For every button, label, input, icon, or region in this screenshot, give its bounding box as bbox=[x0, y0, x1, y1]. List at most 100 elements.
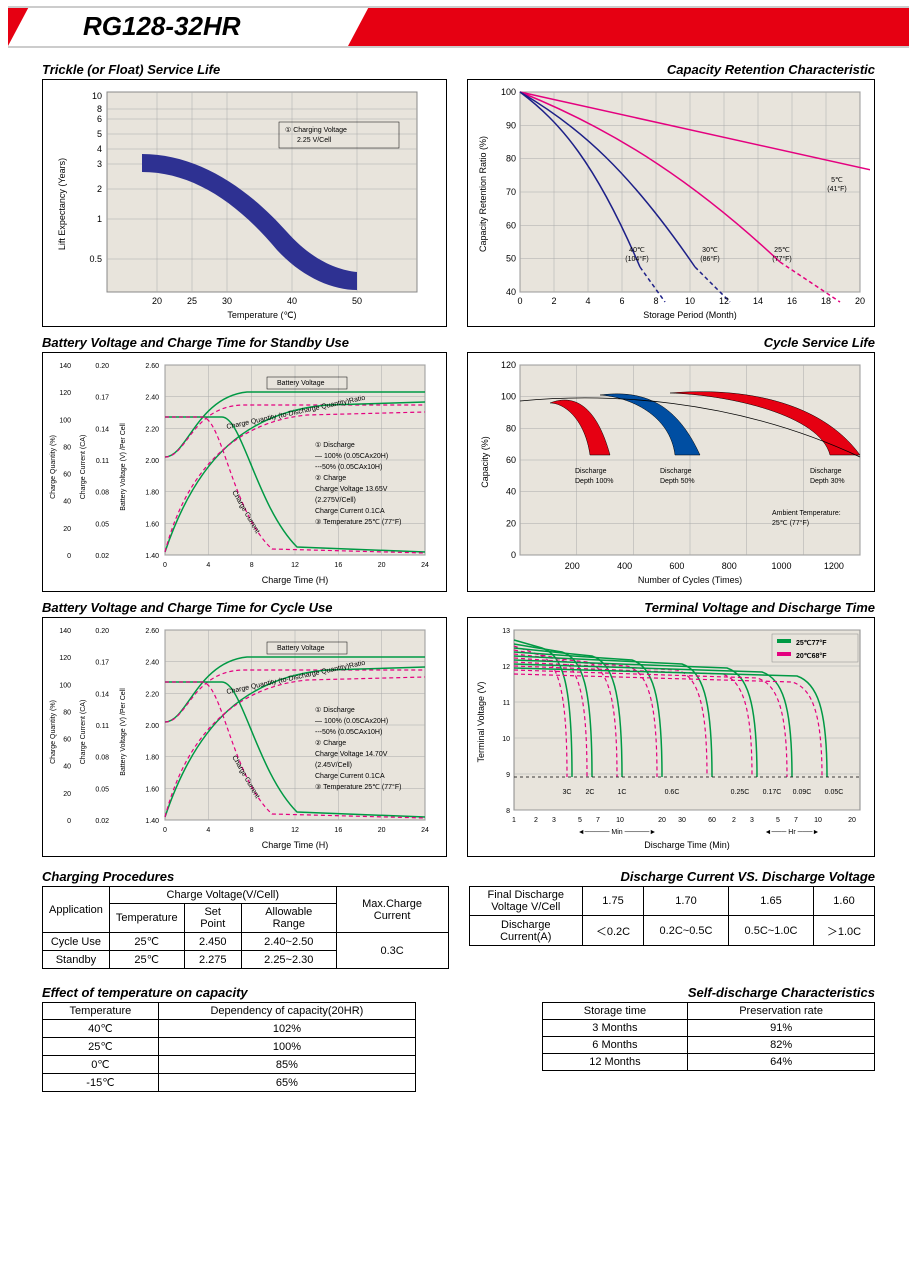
svg-text:40: 40 bbox=[63, 499, 71, 506]
svg-text:0: 0 bbox=[511, 550, 516, 560]
svg-text:Capacity (%): Capacity (%) bbox=[480, 436, 490, 488]
svg-text:12: 12 bbox=[719, 296, 729, 306]
svg-text:60: 60 bbox=[506, 220, 516, 230]
svg-text:0.6C: 0.6C bbox=[665, 789, 680, 796]
svg-text:0.08: 0.08 bbox=[95, 755, 109, 762]
svg-text:Battery Voltage (V) /Per Cell: Battery Voltage (V) /Per Cell bbox=[120, 423, 127, 511]
svg-text:0.08: 0.08 bbox=[95, 490, 109, 497]
svg-text:Battery Voltage: Battery Voltage bbox=[277, 380, 325, 387]
svg-text:1C: 1C bbox=[618, 789, 627, 796]
svg-text:0.09C: 0.09C bbox=[793, 789, 812, 796]
svg-text:40: 40 bbox=[287, 296, 297, 306]
svg-text:40: 40 bbox=[506, 287, 516, 297]
svg-text:60: 60 bbox=[63, 472, 71, 479]
svg-text:② Charge: ② Charge bbox=[315, 474, 346, 482]
svg-text:80: 80 bbox=[506, 423, 516, 433]
svg-text:0.14: 0.14 bbox=[95, 426, 109, 433]
svg-text:— 100% (0.05CAx20H): — 100% (0.05CAx20H) bbox=[315, 718, 388, 725]
terminal-chart: 89101112131235710203060235710203C2C1C0.6… bbox=[467, 617, 875, 857]
svg-text:70: 70 bbox=[506, 187, 516, 197]
svg-text:20: 20 bbox=[152, 296, 162, 306]
svg-text:(2.275V/Cell): (2.275V/Cell) bbox=[315, 497, 356, 504]
svg-text:Discharge: Discharge bbox=[660, 468, 692, 475]
svg-text:20℃68°F: 20℃68°F bbox=[796, 652, 827, 660]
svg-text:2.00: 2.00 bbox=[145, 723, 159, 730]
svg-text:Charge Voltage 14.70V: Charge Voltage 14.70V bbox=[315, 751, 388, 758]
cyclecharge-title: Battery Voltage and Charge Time for Cycl… bbox=[42, 600, 447, 615]
svg-text:---50% (0.05CAx10H): ---50% (0.05CAx10H) bbox=[315, 729, 382, 736]
svg-text:80: 80 bbox=[63, 709, 71, 716]
svg-text:120: 120 bbox=[59, 390, 71, 397]
cyclecharge-chart: 0204060801001201400.020.050.080.110.140.… bbox=[42, 617, 447, 857]
svg-text:6: 6 bbox=[97, 114, 102, 124]
trickle-chart: ① Charging Voltage 2.25 V/Cell 0.5 1 2 3 4 5 6… bbox=[42, 79, 447, 327]
svg-text:3: 3 bbox=[97, 159, 102, 169]
svg-text:80: 80 bbox=[63, 444, 71, 451]
svg-text:0: 0 bbox=[517, 296, 522, 306]
svg-text:Temperature (℃): Temperature (℃) bbox=[227, 310, 296, 320]
svg-text:4: 4 bbox=[206, 827, 210, 834]
svg-text:1: 1 bbox=[97, 214, 102, 224]
svg-text:---50% (0.05CAx10H): ---50% (0.05CAx10H) bbox=[315, 464, 382, 471]
svg-text:2.60: 2.60 bbox=[145, 363, 159, 370]
trickle-title: Trickle (or Float) Service Life bbox=[42, 62, 447, 77]
svg-text:120: 120 bbox=[501, 360, 516, 370]
svg-text:100: 100 bbox=[59, 682, 71, 689]
svg-text:Depth 100%: Depth 100% bbox=[575, 478, 614, 485]
svg-text:8: 8 bbox=[250, 562, 254, 569]
svg-text:③ Temperature 25℃ (77°F): ③ Temperature 25℃ (77°F) bbox=[315, 518, 401, 526]
svg-text:0.5: 0.5 bbox=[89, 254, 102, 264]
svg-text:3: 3 bbox=[750, 817, 754, 824]
svg-text:30: 30 bbox=[678, 817, 686, 824]
svg-text:20: 20 bbox=[63, 791, 71, 798]
svg-text:25℃77°F: 25℃77°F bbox=[796, 639, 827, 647]
svg-text:0: 0 bbox=[67, 818, 71, 825]
trickle-note1: ① Charging Voltage bbox=[285, 126, 347, 134]
svg-text:12: 12 bbox=[502, 664, 510, 671]
svg-text:(2.45V/Cell): (2.45V/Cell) bbox=[315, 762, 352, 769]
svg-text:1.80: 1.80 bbox=[145, 490, 159, 497]
svg-text:0.17C: 0.17C bbox=[763, 789, 782, 796]
charging-proc-title: Charging Procedures bbox=[42, 869, 449, 884]
svg-text:2: 2 bbox=[551, 296, 556, 306]
svg-text:140: 140 bbox=[59, 628, 71, 635]
svg-text:0.05C: 0.05C bbox=[825, 789, 844, 796]
svg-text:20: 20 bbox=[848, 817, 856, 824]
svg-text:8: 8 bbox=[97, 104, 102, 114]
svg-text:10: 10 bbox=[502, 736, 510, 743]
svg-text:13: 13 bbox=[502, 628, 510, 635]
svg-text:1.80: 1.80 bbox=[145, 755, 159, 762]
svg-text:10: 10 bbox=[616, 817, 624, 824]
svg-text:1.40: 1.40 bbox=[145, 553, 159, 560]
svg-text:60: 60 bbox=[708, 817, 716, 824]
svg-text:Capacity Retention Ratio (%): Capacity Retention Ratio (%) bbox=[478, 136, 488, 252]
svg-text:0.11: 0.11 bbox=[96, 723, 109, 730]
svg-text:Charge Current (CA): Charge Current (CA) bbox=[80, 700, 87, 765]
svg-text:2: 2 bbox=[534, 817, 538, 824]
svg-text:0.20: 0.20 bbox=[95, 628, 109, 635]
svg-text:140: 140 bbox=[59, 363, 71, 370]
charging-proc-table: Application Charge Voltage(V/Cell) Max.C… bbox=[42, 886, 449, 969]
svg-text:5: 5 bbox=[578, 817, 582, 824]
svg-text:0.20: 0.20 bbox=[95, 363, 109, 370]
svg-text:2: 2 bbox=[97, 184, 102, 194]
header-bar: RG128-32HR bbox=[8, 6, 909, 48]
svg-text:30℃: 30℃ bbox=[702, 247, 718, 254]
svg-text:Charge Quantity (%): Charge Quantity (%) bbox=[50, 435, 57, 499]
svg-text:0.11: 0.11 bbox=[96, 458, 109, 465]
svg-text:4: 4 bbox=[97, 144, 102, 154]
svg-text:16: 16 bbox=[334, 827, 342, 834]
svg-text:25℃ (77°F): 25℃ (77°F) bbox=[772, 519, 809, 527]
svg-text:5: 5 bbox=[97, 129, 102, 139]
svg-text:0.02: 0.02 bbox=[95, 818, 109, 825]
svg-text:100: 100 bbox=[59, 417, 71, 424]
svg-text:200: 200 bbox=[565, 561, 580, 571]
trickle-note2: 2.25 V/Cell bbox=[297, 137, 332, 144]
svg-text:800: 800 bbox=[722, 561, 737, 571]
svg-text:Discharge: Discharge bbox=[575, 468, 607, 475]
svg-text:1.60: 1.60 bbox=[145, 786, 159, 793]
svg-text:Charge Current (CA): Charge Current (CA) bbox=[80, 435, 87, 500]
svg-text:(77°F): (77°F) bbox=[772, 255, 792, 263]
svg-text:10: 10 bbox=[92, 91, 102, 101]
svg-text:90: 90 bbox=[506, 120, 516, 130]
